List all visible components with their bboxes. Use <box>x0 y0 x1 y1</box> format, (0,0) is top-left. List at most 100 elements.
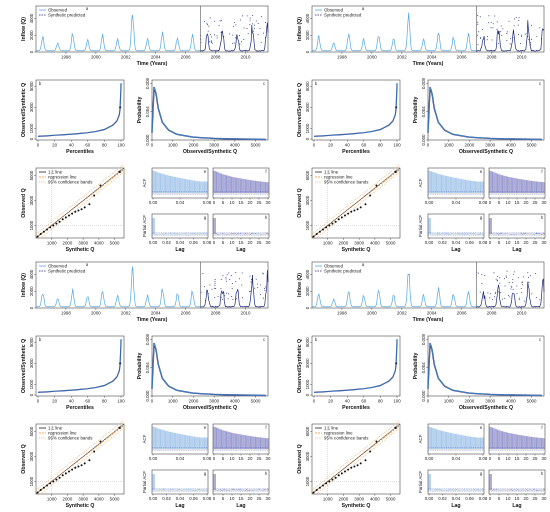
x-tick-label: 5 <box>222 496 225 501</box>
synthetic-point <box>483 38 485 40</box>
x-tick-label: 0.08 <box>203 496 212 501</box>
synthetic-point <box>481 28 483 30</box>
x-tick-label: 2000 <box>367 311 377 316</box>
synthetic-point <box>263 287 265 289</box>
conf-band-upper <box>311 164 401 235</box>
synthetic-point <box>477 21 479 23</box>
x-tick-label: 40 <box>345 143 350 148</box>
synthetic-point <box>222 275 224 277</box>
x-axis-title: Percentiles <box>342 149 370 155</box>
density-curve-observed <box>427 86 542 140</box>
y-axis-title: Inflow (Q) <box>21 17 27 41</box>
y-tick-label: 0.008 <box>421 77 426 89</box>
panel-letter-h: h <box>265 215 268 220</box>
x-tick-label: 0.04 <box>176 240 185 245</box>
synthetic-point <box>494 292 496 294</box>
x-tick-label: 2008 <box>211 311 221 316</box>
percentile-point <box>119 362 122 365</box>
panel-letter-d: d <box>119 425 122 430</box>
y-tick-label: 1000 <box>29 123 34 133</box>
synthetic-point <box>505 276 507 278</box>
x-tick-label: 30 <box>542 200 547 205</box>
x-tick-label: 2010 <box>517 311 527 316</box>
synthetic-point <box>220 31 222 33</box>
synthetic-point <box>527 27 529 29</box>
qq-point <box>55 222 58 225</box>
x-tick-label: 0 <box>213 200 216 205</box>
synthetic-point <box>521 284 523 286</box>
legend-observed-label: Observed <box>48 264 68 269</box>
x-tick-label: 0.04 <box>452 200 461 205</box>
synthetic-point <box>210 41 212 43</box>
acf-frame <box>488 213 546 239</box>
synthetic-point <box>209 33 211 35</box>
legend-observed-label: Observed <box>324 8 344 13</box>
x-tick-label: 0 <box>213 240 216 245</box>
x-tick-label: 1000 <box>444 143 454 148</box>
synthetic-point <box>496 21 498 23</box>
figure-block-2: 1998 2000 2002 2004 2006 2008 2010020004000Tim… <box>297 5 547 253</box>
legend-synthetic-label: Synthetic predicted <box>324 269 362 274</box>
qq-point <box>49 226 52 229</box>
qq-point <box>340 216 343 219</box>
x-tick-label: 10 <box>506 496 511 501</box>
synthetic-point <box>510 288 512 290</box>
observed-series-line <box>312 12 477 52</box>
synthetic-point <box>492 27 494 29</box>
synthetic-point <box>264 289 266 291</box>
x-tick-label: 0.02 <box>162 240 171 245</box>
synthetic-point <box>220 296 222 298</box>
x-tick-label: 10 <box>230 496 235 501</box>
x-tick-label: 0 <box>489 456 492 461</box>
panel-letter-c: c <box>539 337 542 342</box>
synthetic-point <box>530 42 532 44</box>
lag-x-title-right: Lag <box>236 247 245 253</box>
synthetic-point <box>506 33 508 35</box>
synthetic-point <box>232 34 234 36</box>
synthetic-point <box>209 284 211 286</box>
qq-point <box>52 224 55 227</box>
x-tick-label: 1998 <box>337 55 347 60</box>
synthetic-point <box>539 27 541 29</box>
qq-point <box>68 214 70 217</box>
synthetic-point <box>523 276 525 278</box>
panel-letter-d: d <box>395 425 398 430</box>
y-tick-label: 1000 <box>305 476 310 486</box>
x-tick-label: 5 <box>498 496 501 501</box>
qq-point <box>61 474 64 477</box>
synthetic-point <box>229 33 231 35</box>
x-axis-title: Observed/Synthetic Q <box>459 149 513 155</box>
synthetic-point <box>249 24 251 26</box>
qq-frame <box>35 423 125 495</box>
x-tick-label: 2004 <box>427 311 437 316</box>
y-tick-label: 2000 <box>305 30 310 40</box>
synthetic-point <box>518 297 520 299</box>
y-tick-label: 5000 <box>305 337 310 347</box>
x-tick-label: 2010 <box>517 55 527 60</box>
qq-point <box>322 228 324 231</box>
synthetic-point <box>540 38 542 40</box>
lag-x-title-right: Lag <box>512 503 521 509</box>
synthetic-point <box>516 285 518 287</box>
y-tick-label: 0.008 <box>421 333 426 345</box>
synthetic-point <box>496 28 498 30</box>
synthetic-point <box>214 20 216 22</box>
synthetic-point <box>531 293 533 295</box>
x-tick-label: 5000 <box>386 241 396 246</box>
synthetic-point <box>492 23 494 25</box>
synthetic-point <box>226 274 228 276</box>
synthetic-series-line <box>200 270 269 308</box>
synthetic-point <box>255 20 257 22</box>
synthetic-point <box>214 281 216 283</box>
density-frame <box>151 335 269 397</box>
x-tick-label: 1998 <box>337 311 347 316</box>
x-tick-label: 2004 <box>151 55 161 60</box>
synthetic-point <box>528 276 530 278</box>
synthetic-point <box>211 288 213 290</box>
synthetic-point <box>528 281 530 283</box>
qq-point <box>83 206 86 209</box>
x-tick-label: 3000 <box>354 241 364 246</box>
synthetic-point <box>262 297 264 299</box>
qq-point <box>88 203 91 206</box>
synthetic-point <box>507 295 509 297</box>
